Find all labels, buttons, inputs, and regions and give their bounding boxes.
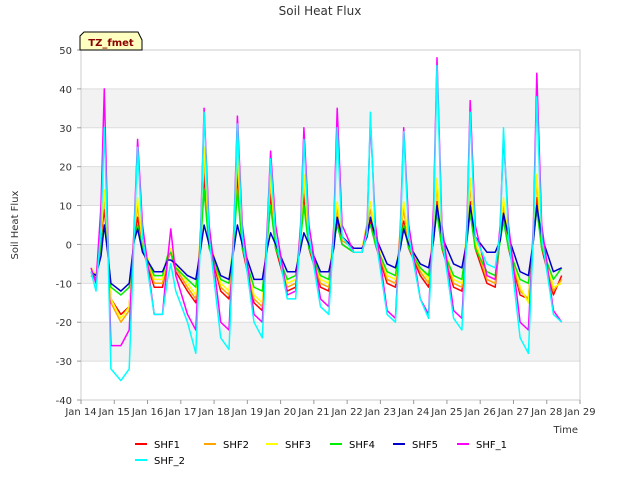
legend-label: SHF_1	[476, 440, 507, 451]
x-tick-label: Jan 27	[497, 407, 529, 418]
y-tick-label: -20	[56, 318, 72, 329]
grid-bands	[81, 88, 580, 362]
x-tick-label: Jan 19	[231, 407, 263, 418]
y-tick-label: 30	[59, 124, 72, 135]
y-tick-label: 10	[59, 202, 72, 213]
site-tag-label: TZ_fmet	[88, 38, 134, 49]
series-line-shf3	[90, 146, 563, 320]
x-tick-label: Jan 16	[131, 407, 163, 418]
grid-band	[81, 88, 580, 128]
y-axis-ticks: -40 -30 -20 -10 0 10 20 30 40 50	[56, 46, 81, 407]
legend-label: SHF3	[285, 440, 311, 451]
series-lines	[90, 57, 563, 382]
y-tick-label: 50	[59, 46, 72, 57]
series-line-shf4	[90, 189, 563, 296]
legend-item: SHF_2	[135, 456, 185, 467]
site-tag-box	[79, 31, 143, 51]
y-tick-label: -30	[56, 357, 72, 368]
grid-band	[81, 322, 580, 362]
x-tick-label: Jan 23	[364, 407, 396, 418]
x-tick-label: Jan 28	[530, 407, 562, 418]
plot-border	[80, 49, 581, 401]
x-axis-label: Time	[553, 425, 578, 436]
legend-item: SHF_1	[457, 440, 507, 451]
y-axis-label: Soil Heat Flux	[10, 190, 21, 259]
x-tick-label: Jan 15	[98, 407, 130, 418]
legend-item: SHF2	[204, 440, 249, 451]
legend-label: SHF5	[412, 440, 438, 451]
y-tick-label: 40	[59, 85, 72, 96]
series-line-shf-2	[90, 64, 563, 382]
legend: SHF1 SHF2 SHF3 SHF4 SHF5 SHF_1 SHF_2	[135, 440, 507, 467]
legend-label: SHF1	[154, 440, 180, 451]
x-tick-label: Jan 21	[297, 407, 329, 418]
y-tick-label: -10	[56, 279, 72, 290]
x-tick-label: Jan 24	[397, 407, 429, 418]
legend-item: SHF3	[266, 440, 311, 451]
x-tick-label: Jan 14	[64, 407, 96, 418]
y-tick-label: 20	[59, 163, 72, 174]
y-tick-label: 0	[66, 240, 72, 251]
legend-item: SHF4	[330, 440, 375, 451]
y-tick-label: -40	[56, 396, 72, 407]
x-tick-label: Jan 17	[164, 407, 196, 418]
chart-title: Soil Heat Flux	[279, 4, 362, 18]
x-tick-label: Jan 22	[330, 407, 362, 418]
x-tick-label: Jan 29	[563, 407, 595, 418]
x-tick-label: Jan 20	[264, 407, 296, 418]
site-tag: TZ_fmet	[79, 31, 143, 51]
legend-item: SHF1	[135, 440, 180, 451]
legend-label: SHF_2	[154, 456, 185, 467]
x-tick-label: Jan 26	[464, 407, 496, 418]
grid-band	[81, 166, 580, 206]
x-axis-ticks: Jan 14 Jan 15 Jan 16 Jan 17 Jan 18 Jan 19 Jan …	[64, 400, 596, 418]
legend-item: SHF5	[393, 440, 438, 451]
legend-label: SHF2	[223, 440, 249, 451]
x-tick-label: Jan 25	[430, 407, 462, 418]
x-tick-label: Jan 18	[197, 407, 229, 418]
legend-label: SHF4	[349, 440, 375, 451]
